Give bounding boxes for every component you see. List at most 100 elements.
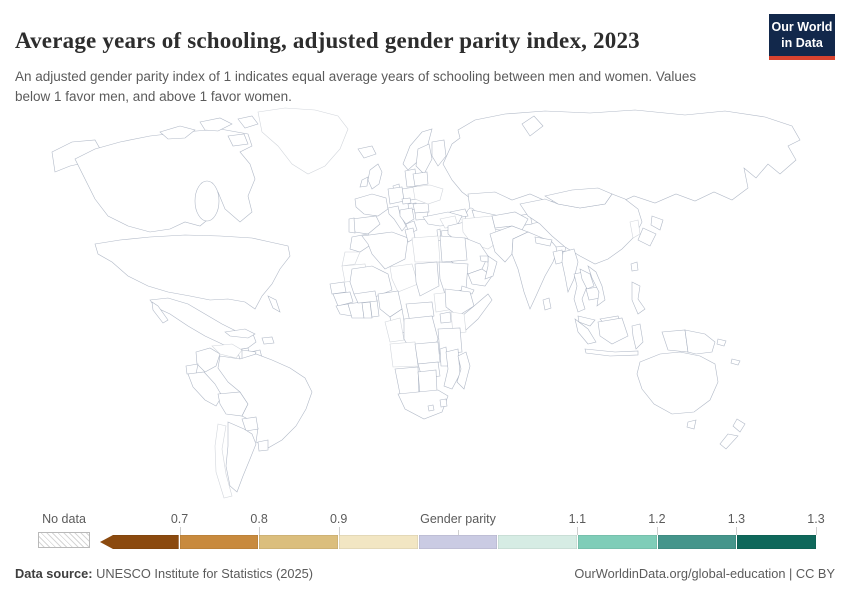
country-ghana[interactable] — [361, 301, 373, 319]
country-eswatini[interactable] — [439, 398, 448, 408]
country-japan-north[interactable] — [650, 215, 664, 231]
country-myanmar[interactable] — [561, 248, 579, 293]
country-norway[interactable] — [402, 128, 433, 171]
country-baltics[interactable] — [404, 168, 418, 188]
country-solomon-islands[interactable] — [716, 338, 727, 347]
country-hispaniola[interactable] — [261, 336, 275, 345]
country-venezuela[interactable] — [211, 343, 243, 359]
legend-bar[interactable] — [100, 535, 817, 549]
country-yemen[interactable] — [467, 268, 493, 287]
country-angola[interactable] — [389, 341, 419, 368]
country-south-africa[interactable] — [397, 389, 449, 420]
country-niger[interactable] — [389, 263, 419, 293]
country-finland[interactable] — [431, 139, 447, 167]
country-canada-arctic-2[interactable] — [199, 117, 233, 132]
country-portugal[interactable] — [348, 217, 356, 234]
legend-segment-0_9_0_95[interactable] — [338, 535, 418, 549]
country-libya[interactable] — [411, 235, 441, 263]
country-brazil[interactable] — [217, 353, 313, 449]
legend-segment-1_05_1_1[interactable] — [497, 535, 578, 549]
country-canada[interactable] — [74, 128, 256, 233]
country-belarus[interactable] — [412, 171, 429, 187]
legend-segment-0_7_0_8[interactable] — [178, 535, 259, 549]
country-colombia[interactable] — [195, 347, 221, 373]
country-iceland[interactable] — [357, 145, 377, 159]
legend-segment-lt_0_7[interactable] — [100, 535, 179, 549]
country-balkans[interactable] — [399, 207, 415, 225]
country-mozambique[interactable] — [443, 348, 461, 390]
country-canada-arctic-3[interactable] — [237, 115, 259, 129]
legend-no-data[interactable]: No data — [38, 512, 90, 548]
country-indonesia-borneo[interactable] — [597, 317, 629, 345]
country-new-zealand-north[interactable] — [732, 418, 746, 433]
country-italy[interactable] — [387, 205, 407, 232]
country-lesotho[interactable] — [427, 404, 435, 412]
country-philippines[interactable] — [631, 281, 646, 315]
world-map[interactable] — [0, 103, 850, 505]
owid-logo[interactable]: Our World in Data — [769, 14, 835, 61]
legend-color-scale[interactable]: 0.7 0.8 0.9 Gender parity 1.1 1.2 1.3 1.3 — [100, 510, 825, 552]
country-indonesia-sulawesi[interactable] — [631, 323, 644, 350]
country-vanuatu[interactable] — [730, 358, 741, 366]
country-gabon-congo[interactable] — [384, 317, 405, 343]
attribution-link[interactable]: OurWorldinData.org/global-education | CC… — [574, 566, 835, 581]
country-ethiopia[interactable] — [444, 288, 475, 317]
country-eritrea[interactable] — [460, 285, 475, 295]
country-mexico-baja[interactable] — [151, 301, 169, 324]
country-egypt[interactable] — [439, 235, 468, 263]
country-indonesia-west-papua[interactable] — [661, 329, 689, 353]
country-namibia[interactable] — [394, 366, 420, 397]
country-uk[interactable] — [367, 163, 383, 190]
country-taiwan[interactable] — [630, 261, 639, 272]
country-paraguay[interactable] — [241, 416, 259, 432]
country-ecuador[interactable] — [185, 363, 199, 375]
country-uganda[interactable] — [439, 311, 452, 324]
country-algeria[interactable] — [361, 231, 409, 270]
country-madagascar[interactable] — [456, 351, 471, 390]
country-india[interactable] — [511, 231, 559, 310]
legend-segment-parity[interactable] — [417, 535, 498, 549]
country-czechia[interactable] — [401, 197, 412, 205]
country-australia[interactable] — [636, 351, 719, 415]
country-vietnam[interactable] — [587, 265, 606, 307]
country-spain[interactable] — [351, 215, 381, 235]
country-united-states-florida[interactable] — [267, 295, 281, 313]
legend-segment-1_1_1_2[interactable] — [577, 535, 657, 549]
country-new-zealand-south[interactable] — [719, 433, 739, 450]
country-canada-arctic-1[interactable] — [159, 125, 196, 140]
country-united-states[interactable] — [94, 234, 291, 310]
country-western-sahara[interactable] — [341, 251, 361, 267]
country-senegal[interactable] — [329, 281, 347, 295]
country-argentina[interactable] — [225, 421, 257, 493]
country-greenland[interactable] — [257, 107, 349, 175]
country-papua-new-guinea[interactable] — [684, 329, 716, 355]
country-romania[interactable] — [412, 202, 430, 214]
country-cuba[interactable] — [224, 328, 256, 339]
country-peru[interactable] — [187, 371, 223, 407]
country-tasmania[interactable] — [686, 419, 697, 430]
country-burkina-faso[interactable] — [353, 290, 378, 304]
country-guinea[interactable] — [332, 291, 354, 307]
country-sri-lanka[interactable] — [542, 297, 552, 311]
country-zambia[interactable] — [414, 341, 441, 365]
country-mexico[interactable] — [149, 297, 257, 351]
country-germany[interactable] — [387, 186, 405, 205]
country-france[interactable] — [354, 193, 389, 217]
country-nepal[interactable] — [534, 236, 553, 247]
country-ukraine[interactable] — [412, 184, 444, 205]
country-laos[interactable] — [579, 268, 595, 290]
country-chile[interactable] — [214, 423, 233, 499]
country-uruguay[interactable] — [257, 439, 269, 452]
country-mongolia[interactable] — [544, 187, 613, 209]
legend-segment-0_8_0_9[interactable] — [258, 535, 339, 549]
country-indonesia-sumatra[interactable] — [574, 318, 597, 345]
country-malaysia-peninsula[interactable] — [577, 315, 596, 327]
country-indonesia-java[interactable] — [584, 348, 639, 357]
country-russia-novaya-zemlya[interactable] — [521, 115, 544, 137]
country-japan-south[interactable] — [637, 227, 657, 247]
legend-segment-gt_1_3[interactable] — [736, 535, 817, 549]
country-chad[interactable] — [414, 261, 440, 297]
country-korea[interactable] — [629, 219, 641, 239]
country-canada-arctic-4[interactable] — [227, 133, 249, 147]
country-sweden[interactable] — [415, 143, 433, 175]
